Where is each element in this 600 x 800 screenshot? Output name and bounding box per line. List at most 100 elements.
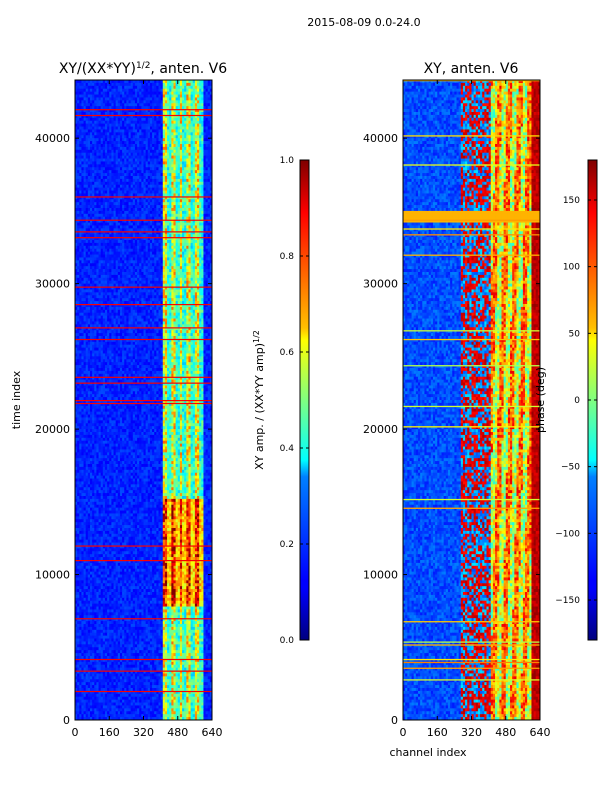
amplitude-heatmap-cell — [188, 144, 192, 148]
amplitude-heatmap-cell — [130, 205, 134, 209]
amplitude-heatmap-cell — [128, 146, 132, 151]
amplitude-heatmap-cell — [145, 123, 149, 128]
amplitude-heatmap-cell — [92, 161, 95, 165]
amplitude-heatmap-cell — [126, 146, 130, 151]
amplitude-heatmap-cell — [75, 85, 78, 90]
amplitude-heatmap-cell — [89, 106, 93, 110]
amplitude-heatmap-cell — [113, 190, 117, 194]
amplitude-heatmap-cell — [111, 97, 115, 101]
amplitude-heatmap-cell — [141, 202, 144, 206]
amplitude-heatmap-cell — [139, 146, 142, 151]
amplitude-heatmap-cell — [83, 100, 87, 104]
amplitude-heatmap-cell — [156, 158, 159, 162]
amplitude-heatmap-cell — [188, 80, 192, 84]
amplitude-heatmap-cell — [154, 141, 157, 145]
amplitude-heatmap-cell — [102, 170, 106, 174]
amplitude-heatmap-cell — [87, 152, 91, 157]
amplitude-heatmap-cell — [207, 100, 211, 104]
amplitude-heatmap-cell — [164, 173, 168, 177]
amplitude-heatmap-cell — [100, 173, 104, 177]
amplitude-heatmap-cell — [149, 170, 153, 174]
amplitude-heatmap-cell — [139, 158, 142, 162]
amplitude-heatmap-cell — [160, 178, 164, 183]
amplitude-heatmap-cell — [122, 184, 125, 189]
amplitude-heatmap-cell — [126, 123, 130, 128]
amplitude-heatmap-cell — [100, 123, 104, 128]
amplitude-heatmap-cell — [152, 199, 155, 203]
amplitude-heatmap-cell — [122, 152, 125, 157]
amplitude-heatmap-cell — [113, 196, 117, 200]
amplitude-heatmap-cell — [147, 202, 151, 206]
amplitude-heatmap-cell — [102, 112, 106, 116]
amplitude-heatmap-cell — [109, 91, 112, 96]
amplitude-heatmap-cell — [173, 123, 177, 128]
amplitude-heatmap-cell — [137, 146, 140, 151]
amplitude-heatmap-cell — [124, 193, 127, 197]
amplitude-heatmap-cell — [186, 208, 189, 212]
amplitude-heatmap-cell — [122, 190, 125, 194]
amplitude-heatmap-cell — [107, 187, 110, 192]
amplitude-heatmap-cell — [171, 114, 174, 119]
amplitude-heatmap-cell — [141, 196, 144, 200]
amplitude-heatmap-cell — [100, 144, 104, 148]
amplitude-heatmap-cell — [141, 146, 144, 151]
amplitude-heatmap-cell — [188, 208, 192, 212]
amplitude-heatmap-cell — [94, 80, 97, 84]
amplitude-heatmap-cell — [128, 103, 132, 107]
amplitude-heatmap-cell — [197, 167, 200, 171]
amplitude-heatmap-cell — [98, 97, 102, 101]
amplitude-heatmap-cell — [128, 138, 132, 142]
amplitude-heatmap-cell — [177, 202, 181, 206]
amplitude-heatmap-cell — [126, 173, 130, 177]
amplitude-heatmap-cell — [79, 146, 82, 151]
amplitude-heatmap-cell — [75, 100, 78, 104]
amplitude-heatmap-cell — [194, 80, 198, 84]
amplitude-heatmap-cell — [117, 202, 121, 206]
amplitude-heatmap-cell — [197, 132, 200, 136]
amplitude-heatmap-cell — [119, 141, 123, 145]
amplitude-heatmap-cell — [201, 184, 204, 189]
amplitude-heatmap-cell — [107, 184, 110, 189]
amplitude-heatmap-cell — [207, 173, 211, 177]
amplitude-heatmap-cell — [182, 109, 185, 113]
amplitude-heatmap-cell — [83, 208, 87, 212]
amplitude-heatmap-cell — [104, 123, 108, 128]
amplitude-heatmap-cell — [137, 167, 140, 171]
amplitude-heatmap-cell — [205, 149, 209, 154]
amplitude-heatmap-cell — [164, 97, 168, 101]
amplitude-heatmap-cell — [147, 109, 151, 113]
amplitude-heatmap-cell — [173, 152, 177, 157]
amplitude-heatmap-cell — [190, 103, 194, 107]
amplitude-heatmap-cell — [128, 132, 132, 136]
amplitude-heatmap-cell — [160, 205, 164, 209]
amplitude-heatmap-cell — [124, 196, 127, 200]
amplitude-heatmap-cell — [137, 80, 140, 84]
amplitude-heatmap-cell — [184, 117, 187, 122]
amplitude-heatmap-cell — [117, 120, 121, 125]
amplitude-heatmap-cell — [107, 176, 110, 180]
amplitude-heatmap-cell — [192, 181, 196, 186]
amplitude-heatmap-cell — [149, 141, 153, 145]
amplitude-heatmap-cell — [81, 94, 85, 98]
amplitude-heatmap-cell — [169, 208, 172, 212]
amplitude-heatmap-cell — [194, 167, 198, 171]
amplitude-heatmap-cell — [145, 103, 149, 107]
amplitude-heatmap-cell — [134, 82, 138, 87]
amplitude-heatmap-cell — [188, 161, 192, 165]
amplitude-heatmap-cell — [94, 109, 97, 113]
amplitude-heatmap-cell — [167, 103, 170, 107]
amplitude-heatmap-cell — [152, 100, 155, 104]
amplitude-heatmap-cell — [104, 82, 108, 87]
amplitude-heatmap-cell — [85, 176, 89, 180]
amplitude-heatmap-cell — [184, 85, 187, 90]
amplitude-heatmap-cell — [175, 164, 179, 168]
amplitude-heatmap-cell — [179, 167, 183, 171]
amplitude-heatmap-cell — [149, 202, 153, 206]
amplitude-heatmap-cell — [111, 170, 115, 174]
amplitude-heatmap-cell — [177, 106, 181, 110]
amplitude-heatmap-cell — [96, 103, 100, 107]
amplitude-heatmap-cell — [156, 138, 159, 142]
amplitude-heatmap-cell — [81, 85, 85, 90]
amplitude-heatmap-cell — [75, 208, 78, 212]
amplitude-heatmap-cell — [149, 144, 153, 148]
